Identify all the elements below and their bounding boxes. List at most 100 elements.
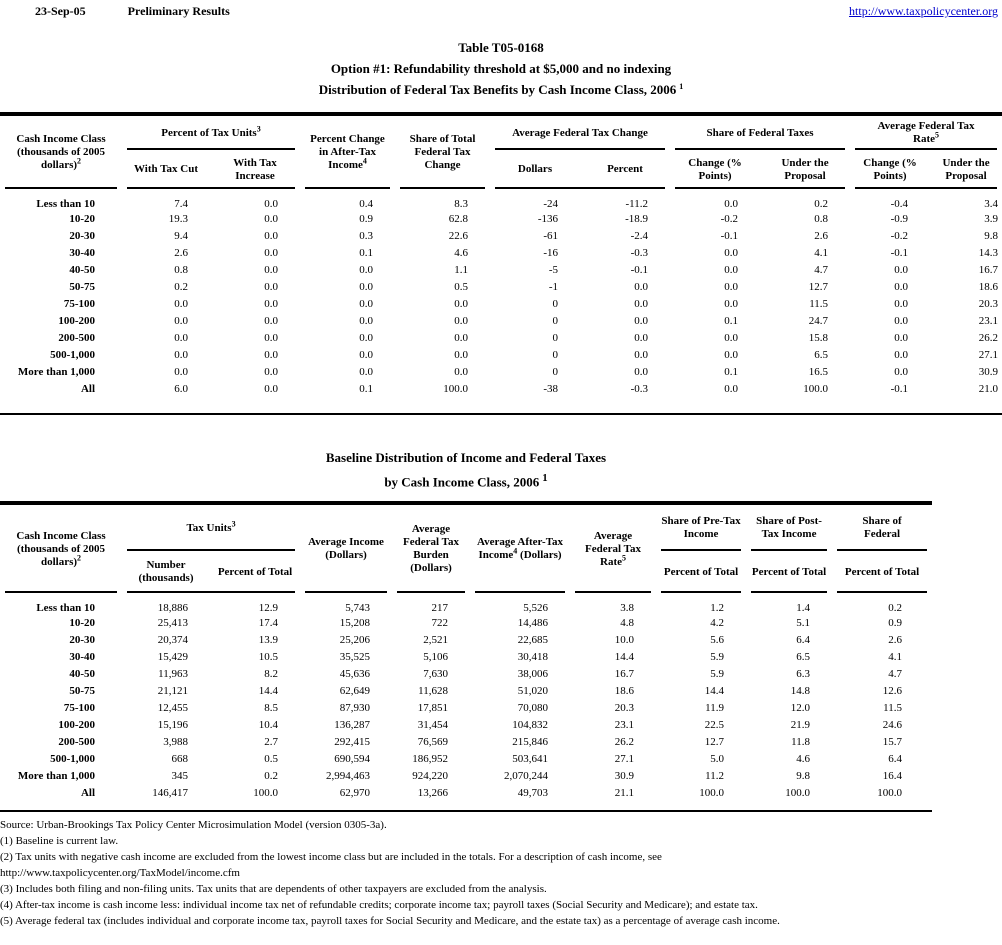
cell-value: 0.0	[264, 315, 278, 327]
cell-value: 100.0	[699, 787, 725, 800]
cell-value: 0.0	[724, 298, 739, 310]
cell-value: 5.9	[710, 668, 725, 681]
table-row: All 6.0 0.0 0.1 100.0 -38 -0.3 0.0 100.0 -0.1 21.0	[0, 381, 1002, 398]
cell-value: -0.9	[890, 213, 909, 225]
col-group-percent-of-tax-units: Percent of Tax Units3	[122, 116, 300, 150]
row-label: 500-1,000	[50, 349, 95, 361]
cell-value: 0.0	[359, 281, 373, 293]
cell-value: 9.8	[984, 230, 999, 242]
cell-value: 0.2	[174, 281, 188, 293]
col-header-pct-change-after-tax-income: Percent Change in After-Tax Income4	[300, 116, 395, 189]
footnote-ref-2: 2	[77, 156, 82, 166]
cell-value: 0.0	[634, 298, 649, 310]
baseline-distribution-table: Cash Income Class (thousands of 2005 dol…	[0, 505, 932, 802]
report-date: 23-Sep-05	[35, 4, 86, 18]
footnote-line: http://www.taxpolicycenter.org/TaxModel/…	[0, 867, 240, 880]
cell-value: 0.0	[264, 247, 278, 259]
cell-value: 35,525	[339, 651, 371, 664]
cell-value: 0	[552, 315, 559, 327]
cell-value: 4.6	[796, 753, 811, 766]
cell-value: 2.6	[888, 634, 903, 647]
cell-value: 21.9	[790, 719, 811, 732]
cell-value: 49,703	[517, 787, 549, 800]
title-distribution-line: Distribution of Federal Tax Benefits by …	[318, 81, 684, 97]
table1-body: Less than 10 7.4 0.0 0.4 8.3 -24 -11.2 0.0 0.2 -0…	[0, 189, 1002, 398]
cell-value: 22.5	[704, 719, 725, 732]
cell-value: 0.0	[454, 349, 468, 361]
cell-value: 5,743	[345, 602, 371, 615]
col-header-under-proposal-rate: Under the Proposal	[930, 150, 1002, 189]
row-label: 50-75	[69, 685, 95, 698]
footnote-line: (3) Includes both filing and non-filing …	[0, 883, 547, 896]
cell-value: 2.6	[174, 247, 188, 259]
cell-value: 0.8	[814, 213, 829, 225]
row-label: 30-40	[69, 651, 95, 664]
cell-value: 16.7	[614, 668, 635, 681]
table-row: More than 1,000 345 0.2 2,994,463 924,220 2,0…	[0, 768, 932, 785]
cell-value: 0.5	[264, 753, 279, 766]
cell-value: 17.4	[258, 617, 279, 630]
baseline-title-line1: Baseline Distribution of Income and Fede…	[325, 450, 607, 465]
cell-value: 0.0	[359, 349, 373, 361]
col-header-dollars: Dollars	[490, 150, 580, 189]
cell-value: 3.8	[620, 602, 635, 615]
footnote-ref-5: 5	[622, 553, 627, 563]
cell-value: 18.6	[978, 281, 999, 293]
cell-value: 6.5	[796, 651, 811, 664]
cell-value: 9.4	[174, 230, 188, 242]
cell-value: 100.0	[253, 787, 279, 800]
cell-value: 14.3	[978, 247, 999, 259]
row-label: 40-50	[69, 264, 95, 276]
col-header-cash-income-class: Cash Income Class (thousands of 2005 dol…	[0, 505, 122, 594]
cell-value: 0	[552, 298, 559, 310]
cell-value: 15,429	[157, 651, 188, 664]
cell-value: -24	[543, 198, 558, 210]
cell-value: 0.0	[359, 264, 373, 276]
cell-value: 1.4	[796, 602, 811, 615]
cell-value: 23.1	[978, 315, 999, 327]
cell-value: 5,526	[523, 602, 549, 615]
cell-value: -18.9	[625, 213, 649, 225]
cell-value: 18.6	[614, 685, 635, 698]
cell-value: 722	[431, 617, 449, 630]
cell-value: 5.0	[710, 753, 725, 766]
cell-value: 0.0	[894, 298, 909, 310]
cell-value: -0.4	[890, 198, 909, 210]
cell-value: -0.1	[630, 264, 649, 276]
cell-value: 0.2	[814, 198, 829, 210]
cell-value: 21,121	[157, 685, 188, 698]
cell-value: 6.4	[796, 634, 811, 647]
cell-value: 12,455	[157, 702, 188, 715]
col-header-percent-of-total-pretax: Percent of Total	[656, 551, 746, 594]
cell-value: 70,080	[517, 702, 549, 715]
col-header-average-after-tax-income: Average After-Tax Income4 (Dollars)	[470, 505, 570, 594]
cell-value: 6.5	[814, 349, 829, 361]
cell-value: 16.7	[978, 264, 999, 276]
cell-value: 100.0	[877, 787, 903, 800]
cell-value: 0.5	[454, 281, 468, 293]
row-label: All	[80, 787, 95, 800]
cell-value: 0.0	[264, 366, 278, 378]
cell-value: 7,630	[423, 668, 449, 681]
cell-value: 0.0	[724, 332, 739, 344]
cell-value: 4.7	[888, 668, 903, 681]
cell-value: 20,374	[157, 634, 188, 647]
col-group-share-of-federal: Share of Federal	[832, 505, 932, 552]
cell-value: 15.8	[808, 332, 829, 344]
cell-value: 0.0	[634, 315, 649, 327]
cell-value: 5.6	[710, 634, 725, 647]
cell-value: 5.1	[796, 617, 811, 630]
table-row: 20-30 9.4 0.0 0.3 22.6 -61 -2.4 -0.1 2.6 -0.2 9.8	[0, 228, 1002, 245]
cell-value: 503,641	[512, 753, 549, 766]
cell-value: 62,970	[339, 787, 371, 800]
cell-value: 27.1	[978, 349, 999, 361]
cell-value: 0.0	[454, 298, 468, 310]
col-header-share-total-federal-tax-change: Share of Total Federal Tax Change	[395, 116, 490, 189]
cell-value: -5	[548, 264, 558, 276]
cell-value: 76,569	[417, 736, 449, 749]
cell-value: 0.0	[264, 213, 278, 225]
taxpolicycenter-link[interactable]: http://www.taxpolicycenter.org	[849, 4, 998, 18]
cell-value: 5,106	[423, 651, 449, 664]
cell-value: 0.0	[454, 332, 468, 344]
cell-value: 0.0	[894, 281, 909, 293]
